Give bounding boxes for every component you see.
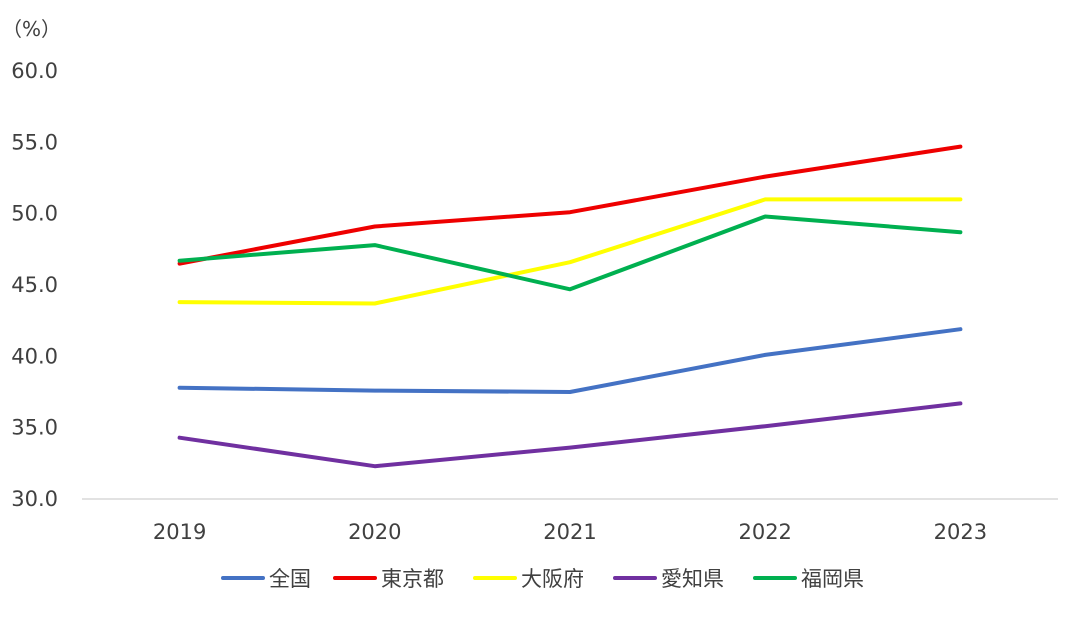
legend-label: 大阪府 [521,567,584,591]
y-tick-label: 50.0 [11,202,58,226]
x-tick-label: 2023 [934,520,987,544]
legend-label: 全国 [269,567,311,591]
x-tick-label: 2020 [348,520,401,544]
x-tick-label: 2021 [543,520,596,544]
y-tick-label: 60.0 [11,59,58,83]
x-tick-label: 2019 [153,520,206,544]
legend-label: 福岡県 [801,567,864,591]
series-line-4 [177,214,963,292]
legend-entry: 東京都 [333,567,444,591]
series-line-1 [177,144,963,266]
y-axis-unit-label: （%） [2,17,61,41]
y-tick-label: 35.0 [11,416,58,440]
legend-label: 愛知県 [661,567,724,591]
series-line-0 [177,327,963,394]
legend-entry: 大阪府 [473,567,584,591]
x-tick-label: 2022 [738,520,791,544]
series-line-2 [177,197,963,306]
legend: 全国 東京都 大阪府 愛知県 福岡県 [221,567,864,591]
x-axis-tick-labels: 2019 2020 2021 2022 2023 [153,520,987,544]
legend-entry: 愛知県 [613,567,724,591]
y-tick-label: 45.0 [11,273,58,297]
series-line-3 [177,401,963,469]
y-tick-label: 30.0 [11,487,58,511]
legend-label: 東京都 [381,567,444,591]
y-tick-label: 40.0 [11,344,58,368]
series-lines [177,144,963,469]
legend-entry: 福岡県 [753,567,864,591]
legend-entry: 全国 [221,567,311,591]
y-tick-label: 55.0 [11,130,58,154]
y-axis-tick-labels: 30.0 35.0 40.0 45.0 50.0 55.0 60.0 [11,59,58,511]
